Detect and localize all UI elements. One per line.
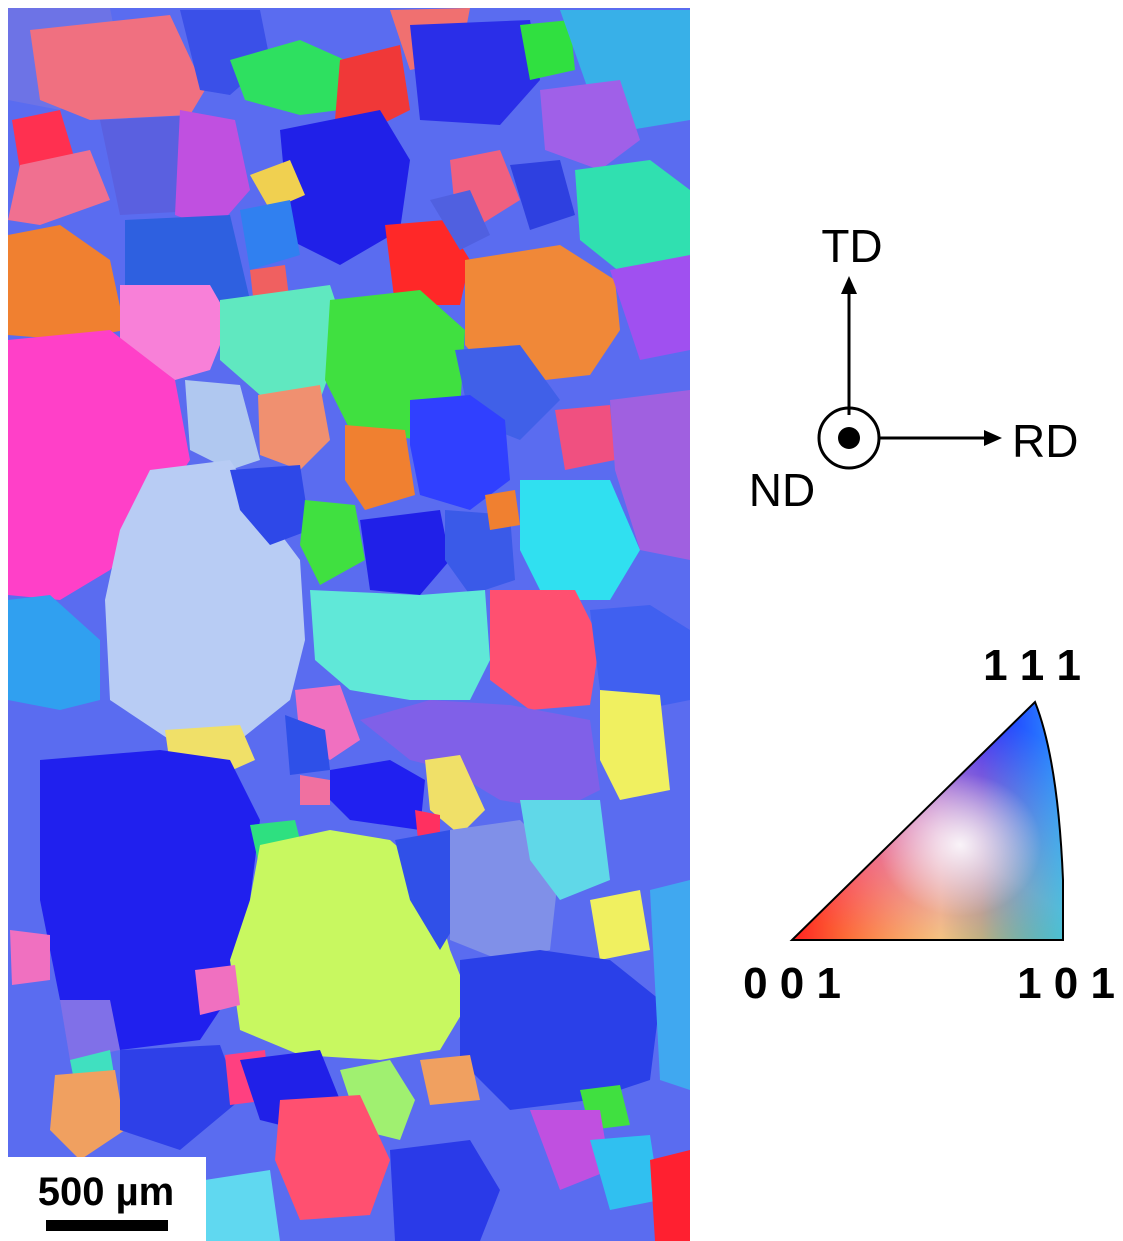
scale-bar-line [46, 1220, 168, 1231]
td-label: TD [821, 220, 882, 272]
sample-axes: TD RD ND [749, 220, 1079, 516]
ipf-label-101: 1 0 1 [1017, 959, 1115, 1008]
rd-arrowhead [984, 430, 1002, 446]
scale-bar-label: 500 µm [38, 1170, 174, 1214]
ipf-legend: 1 1 1 0 0 1 1 0 1 [743, 641, 1115, 1008]
nd-dot [838, 427, 860, 449]
ipf-label-111: 1 1 1 [983, 641, 1081, 690]
td-arrowhead [841, 276, 857, 294]
orientation-map [8, 8, 690, 1241]
ipf-label-001: 0 0 1 [743, 959, 841, 1008]
rd-label: RD [1012, 415, 1078, 467]
figure: 500 µm TD RD ND 1 1 1 0 0 1 1 0 1 [0, 0, 1123, 1241]
ipf-outline [792, 702, 1063, 940]
nd-label: ND [749, 464, 815, 516]
scale-bar: 500 µm [8, 1157, 206, 1241]
